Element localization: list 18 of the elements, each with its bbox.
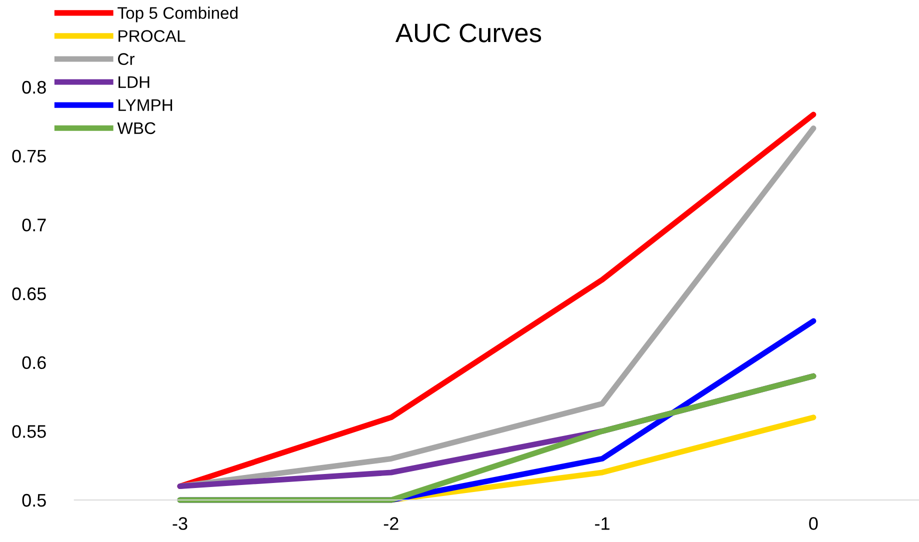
x-tick-label: -1 <box>595 517 610 530</box>
x-tick-label: 0 <box>809 517 818 530</box>
y-tick-label: 0.75 <box>12 150 46 163</box>
y-tick-label: 0.6 <box>22 356 46 370</box>
chart-title: AUC Curves <box>395 24 542 42</box>
y-tick-label: 0.8 <box>22 80 46 94</box>
legend-label: LDH <box>118 76 150 88</box>
y-tick-label: 0.55 <box>12 425 46 438</box>
legend-label: Cr <box>118 53 135 65</box>
legend-label: WBC <box>117 122 156 134</box>
x-tick-label: -2 <box>384 517 398 530</box>
legend-label: PROCAL <box>118 30 186 42</box>
x-tick-label: -3 <box>172 517 188 530</box>
legend-label: LYMPH <box>118 99 172 111</box>
y-tick-label: 0.65 <box>12 287 46 300</box>
legend-label: Top 5 Combined <box>118 6 238 22</box>
y-tick-label: 0.7 <box>22 218 46 232</box>
y-tick-label: 0.5 <box>22 494 46 507</box>
